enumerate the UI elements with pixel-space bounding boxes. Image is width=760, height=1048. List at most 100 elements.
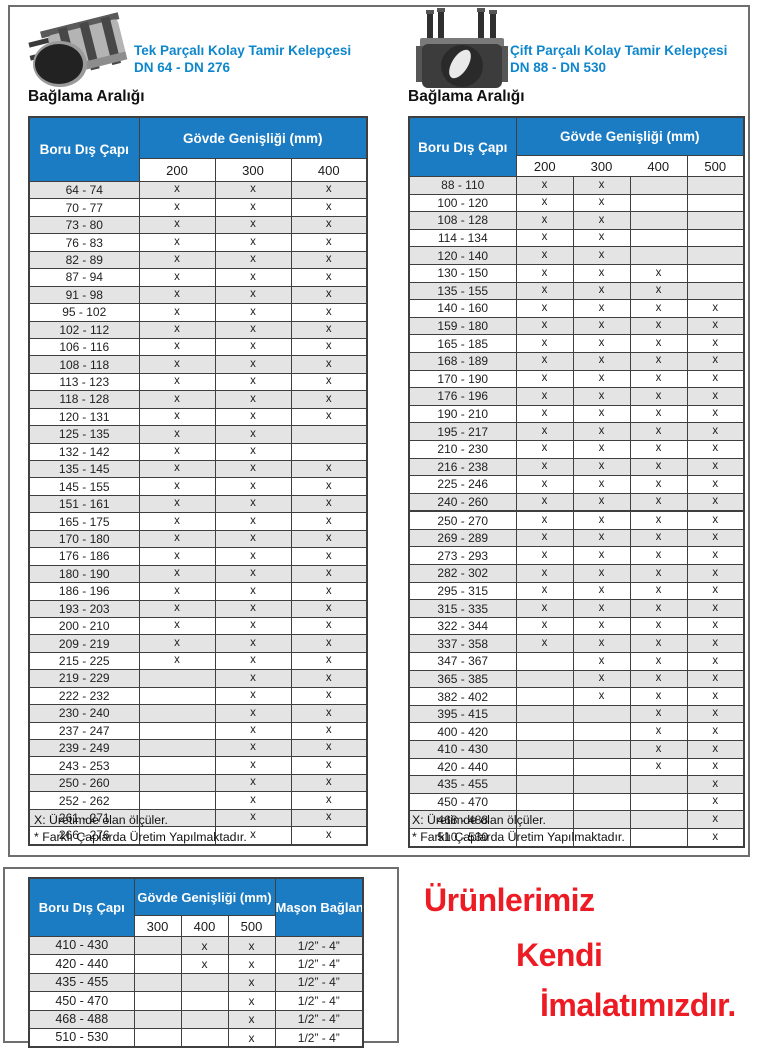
availability-mark: x bbox=[572, 228, 631, 248]
mason-connection-value: 1/2” - 4” bbox=[274, 954, 364, 974]
bottom-row-header: Boru Dış Çapı bbox=[28, 877, 135, 937]
availability-mark: x bbox=[629, 704, 688, 724]
availability-mark: x bbox=[515, 387, 574, 406]
availability-mark: x bbox=[138, 564, 216, 584]
availability-mark bbox=[138, 669, 216, 688]
availability-mark: x bbox=[629, 564, 688, 583]
pipe-outer-diameter-range: 237 - 247 bbox=[28, 721, 140, 741]
availability-mark: x bbox=[290, 459, 368, 479]
availability-mark: x bbox=[629, 652, 688, 671]
pipe-outer-diameter-range: 250 - 270 bbox=[408, 510, 517, 530]
pipe-outer-diameter-range: 395 - 415 bbox=[408, 704, 517, 724]
pipe-outer-diameter-range: 400 - 420 bbox=[408, 722, 517, 741]
availability-mark: x bbox=[515, 299, 574, 318]
availability-mark: x bbox=[572, 369, 631, 389]
availability-mark: x bbox=[572, 510, 631, 530]
pipe-outer-diameter-range: 216 - 238 bbox=[408, 457, 517, 477]
availability-mark bbox=[138, 686, 216, 706]
table-row: 130 - 150 x x x bbox=[408, 263, 745, 283]
table-row: 108 - 128 x x bbox=[408, 211, 745, 230]
availability-mark bbox=[138, 738, 216, 758]
availability-mark: x bbox=[138, 599, 216, 618]
availability-mark: x bbox=[629, 528, 688, 548]
availability-mark: x bbox=[138, 215, 216, 235]
availability-mark bbox=[515, 757, 574, 777]
availability-mark: x bbox=[138, 459, 216, 479]
pipe-outer-diameter-range: 120 - 131 bbox=[28, 407, 140, 427]
availability-mark: x bbox=[138, 390, 216, 409]
availability-mark: x bbox=[686, 475, 745, 494]
table-row: 170 - 180 x x x bbox=[28, 529, 368, 549]
availability-mark: x bbox=[572, 616, 631, 636]
availability-mark: x bbox=[138, 320, 216, 339]
availability-mark: x bbox=[515, 246, 574, 265]
availability-mark bbox=[572, 722, 631, 741]
table-row: 73 - 80 x x x bbox=[28, 215, 368, 235]
table-row: 450 - 470 x 1/2” - 4” bbox=[28, 991, 364, 1011]
availability-mark: x bbox=[138, 494, 216, 514]
availability-mark: x bbox=[290, 773, 368, 793]
availability-mark: x bbox=[290, 285, 368, 305]
table-row: 102 - 112 x x x bbox=[28, 320, 368, 339]
right-col-200: 200 bbox=[515, 155, 573, 177]
availability-mark: x bbox=[515, 228, 574, 248]
availability-mark bbox=[180, 1009, 229, 1029]
pipe-outer-diameter-range: 243 - 253 bbox=[28, 756, 140, 775]
availability-mark: x bbox=[214, 738, 292, 758]
pipe-outer-diameter-range: 295 - 315 bbox=[408, 581, 517, 601]
availability-mark bbox=[686, 263, 745, 283]
table-row: 106 - 116 x x x bbox=[28, 337, 368, 357]
table-row: 219 - 229 x x bbox=[28, 669, 368, 688]
availability-mark: x bbox=[629, 546, 688, 566]
availability-mark: x bbox=[290, 599, 368, 618]
pipe-outer-diameter-range: 70 - 77 bbox=[28, 198, 140, 217]
availability-mark: x bbox=[515, 457, 574, 477]
availability-mark: x bbox=[290, 826, 368, 846]
availability-mark: x bbox=[214, 459, 292, 479]
availability-mark bbox=[290, 425, 368, 444]
left-section-label: Bağlama Aralığı bbox=[28, 88, 145, 105]
availability-mark bbox=[686, 281, 745, 301]
pipe-outer-diameter-range: 190 - 210 bbox=[408, 404, 517, 424]
availability-mark: x bbox=[686, 510, 745, 530]
availability-mark: x bbox=[138, 547, 216, 566]
pipe-outer-diameter-range: 87 - 94 bbox=[28, 268, 140, 287]
availability-mark: x bbox=[214, 215, 292, 235]
mason-connection-value: 1/2” - 4” bbox=[274, 1027, 364, 1048]
availability-mark: x bbox=[290, 180, 368, 200]
availability-mark: x bbox=[138, 425, 216, 444]
availability-mark bbox=[629, 228, 688, 248]
availability-mark: x bbox=[138, 651, 216, 671]
pipe-outer-diameter-range: 315 - 335 bbox=[408, 599, 517, 618]
pipe-outer-diameter-range: 240 - 260 bbox=[408, 492, 517, 513]
availability-mark: x bbox=[214, 599, 292, 618]
availability-mark: x bbox=[290, 669, 368, 688]
table-row: 168 - 189 x x x x bbox=[408, 351, 745, 371]
table-row: 82 - 89 x x x bbox=[28, 250, 368, 270]
table-row: 322 - 344 x x x x bbox=[408, 616, 745, 636]
right-group-header: Gövde Genişliği (mm) bbox=[515, 116, 745, 156]
table-row: 120 - 140 x x bbox=[408, 246, 745, 265]
availability-mark: x bbox=[214, 320, 292, 339]
pipe-outer-diameter-range: 176 - 196 bbox=[408, 387, 517, 406]
pipe-outer-diameter-range: 435 - 455 bbox=[28, 972, 135, 993]
availability-mark bbox=[686, 228, 745, 248]
availability-mark: x bbox=[515, 211, 574, 230]
pipe-outer-diameter-range: 159 - 180 bbox=[408, 316, 517, 336]
availability-mark: x bbox=[686, 334, 745, 353]
availability-mark bbox=[629, 775, 688, 794]
availability-mark: x bbox=[214, 442, 292, 462]
pipe-outer-diameter-range: 382 - 402 bbox=[408, 687, 517, 706]
right-col-400: 400 bbox=[630, 155, 688, 177]
availability-mark bbox=[629, 810, 688, 829]
availability-mark: x bbox=[572, 581, 631, 601]
availability-mark: x bbox=[572, 652, 631, 671]
availability-mark: x bbox=[572, 457, 631, 477]
availability-mark bbox=[515, 687, 574, 706]
availability-mark: x bbox=[629, 351, 688, 371]
availability-mark: x bbox=[515, 263, 574, 283]
table-row: 410 - 430 x x 1/2” - 4” bbox=[28, 935, 364, 956]
availability-mark: x bbox=[572, 687, 631, 706]
table-row: 243 - 253 x x bbox=[28, 756, 368, 775]
availability-mark: x bbox=[138, 442, 216, 462]
